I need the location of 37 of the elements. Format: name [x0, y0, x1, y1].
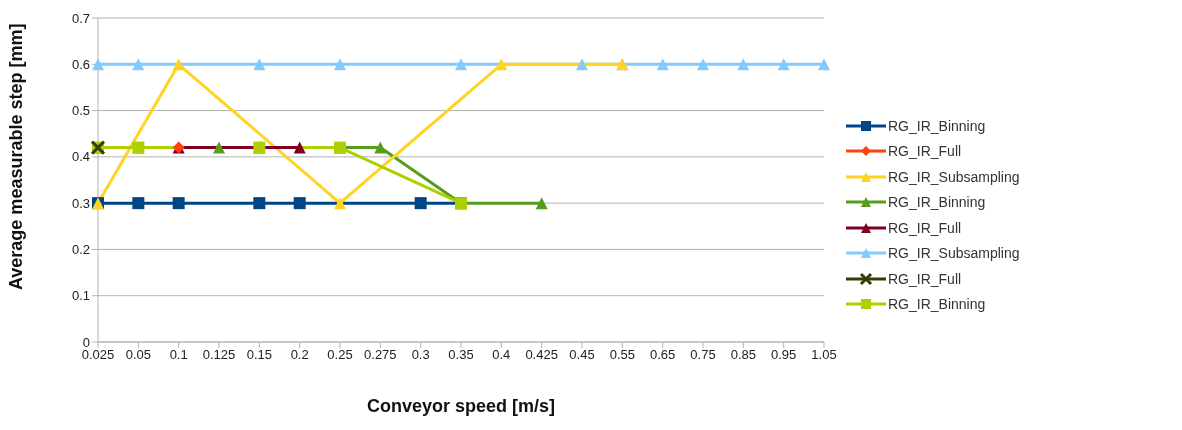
x-tick-label: 0.45	[569, 347, 595, 363]
y-tick-label: 0	[82, 334, 90, 350]
y-tick-label: 0.7	[71, 10, 90, 26]
legend-label: RG_IR_Binning	[888, 117, 986, 134]
x-tick-label: 0.65	[650, 347, 676, 363]
legend-label: RG_IR_Full	[888, 143, 962, 160]
legend-label: RG_IR_Binning	[888, 296, 986, 313]
legend-label: RG_IR_Subsampling	[888, 168, 1020, 185]
y-axis-title: Average measurable step [mm]	[6, 23, 27, 290]
x-tick-label: 0.25	[327, 347, 353, 363]
x-tick-label: 0.75	[690, 347, 716, 363]
x-tick-label: 0.4	[492, 347, 511, 363]
y-tick-label: 0.5	[71, 103, 90, 119]
x-tick-label: 0.95	[771, 347, 797, 363]
y-tick-label: 0.2	[71, 242, 90, 258]
x-tick-label: 1.05	[811, 347, 837, 363]
x-axis-title: Conveyor speed [m/s]	[366, 396, 556, 416]
x-tick-label: 0.35	[448, 347, 474, 363]
x-tick-label: 0.425	[525, 347, 558, 363]
legend-label: RG_IR_Full	[888, 219, 962, 236]
x-tick-label: 0.85	[730, 347, 756, 363]
x-tick-label: 0.2	[290, 347, 309, 363]
x-tick-label: 0.275	[364, 347, 397, 363]
y-tick-label: 0.6	[71, 56, 90, 72]
y-tick-label: 0.4	[71, 149, 90, 165]
x-tick-label: 0.55	[609, 347, 635, 363]
legend-label: RG_IR_Full	[888, 270, 962, 287]
x-tick-label: 0.05	[125, 347, 151, 363]
x-tick-label: 0.125	[202, 347, 236, 363]
legend-label: RG_IR_Binning	[888, 194, 986, 211]
legend-label: RG_IR_Subsampling	[888, 245, 1020, 262]
x-tick-label: 0.025	[81, 347, 115, 363]
x-tick-label: 0.1	[169, 347, 188, 363]
y-tick-label: 0.3	[71, 195, 90, 211]
x-tick-label: 0.3	[411, 347, 430, 363]
x-tick-label: 0.15	[246, 347, 272, 363]
y-tick-label: 0.1	[71, 288, 90, 304]
